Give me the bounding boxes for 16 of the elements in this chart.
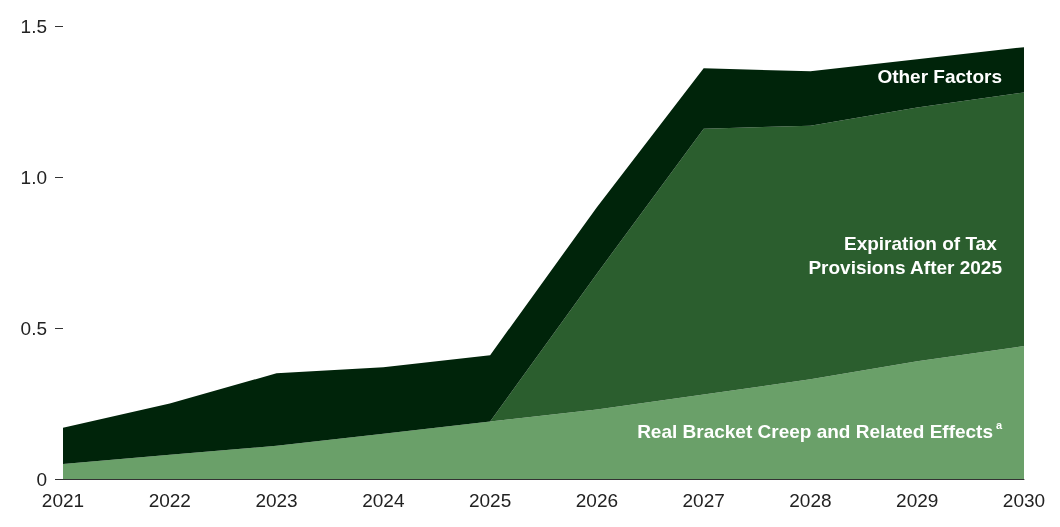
- y-tick-label: 1.5: [20, 15, 47, 37]
- x-tick-label: 2030: [1002, 490, 1046, 511]
- x-tick-label: 2023: [255, 490, 298, 511]
- x-tick-label: 2022: [148, 490, 191, 511]
- series-label: Expiration of Tax Provisions After 2025: [808, 233, 1003, 279]
- x-tick-label: 2025: [468, 490, 512, 511]
- x-tick-label: 2024: [362, 490, 405, 511]
- y-tick-label: 1.0: [20, 166, 47, 188]
- x-tick-label: 2027: [682, 490, 725, 511]
- x-tick-label: 2028: [789, 490, 832, 511]
- series-label: Other Factors: [877, 65, 1002, 87]
- x-tick-label: 2026: [575, 490, 619, 511]
- y-tick-label: 0: [36, 468, 47, 490]
- x-tick-label: 2029: [896, 490, 939, 511]
- y-tick-label: 0.5: [20, 317, 47, 339]
- x-tick-label: 2021: [41, 490, 85, 511]
